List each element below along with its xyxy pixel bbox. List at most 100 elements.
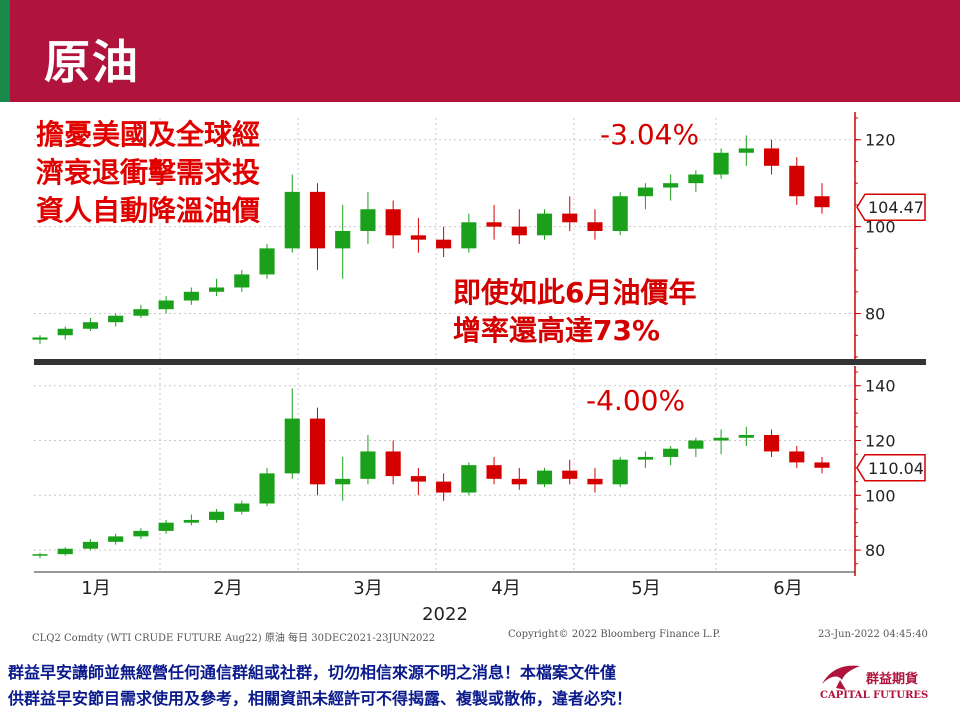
logo-name-en: CAPITAL FUTURES — [820, 690, 929, 701]
header-accent-stripe — [0, 0, 10, 102]
top-candle-body — [486, 222, 502, 227]
bottom-candle-body — [335, 478, 351, 485]
bottom-candle-body — [688, 440, 704, 449]
bottom-last-value-tag: 110.04 — [856, 454, 926, 482]
top-candle-body — [57, 328, 73, 336]
bottom-candle-body — [158, 522, 174, 531]
top-candle-body — [562, 213, 578, 223]
top-candle-body — [82, 322, 99, 329]
top-candle-body — [410, 235, 426, 240]
bottom-ytick-label: 140 — [865, 377, 896, 396]
x-tick-label: 1月 — [81, 578, 110, 599]
bottom-ytick-label: 120 — [865, 431, 896, 450]
top-candle-body — [688, 174, 704, 184]
top-candle-body — [814, 196, 830, 208]
bottom-candle-body — [486, 465, 502, 479]
bottom-candle-body — [536, 470, 553, 485]
annotation-left: 擔憂美國及全球經 濟衰退衝擊需求投 資人自動降溫油價 — [36, 116, 260, 230]
bottom-candle-body — [587, 478, 603, 485]
top-candle-body — [183, 291, 199, 301]
top-candle-body — [32, 337, 48, 340]
top-candle-body — [259, 248, 275, 275]
disclaimer-line2: 供群益早安節目需求使用及參考，相關資訊未經許可不得揭露、複製或散佈，違者必究！ — [8, 689, 633, 708]
axes-layer: 80 100 120 104.47 80 100 120 140 110.04 1月 2月 3月 4月 5… — [34, 112, 926, 625]
top-candle-body — [511, 226, 527, 236]
top-candle-body — [108, 315, 124, 323]
top-ytick-label: 80 — [865, 305, 885, 324]
top-candle-body — [738, 148, 754, 153]
bottom-candle-body — [133, 530, 149, 537]
x-tick-label: 3月 — [353, 578, 382, 599]
top-candle-body — [612, 196, 628, 231]
x-tick-label: 6月 — [773, 578, 802, 599]
annotation-bottom-change: -4.00% — [586, 384, 686, 417]
annotation-middle: 即使如此6月油價年 增率還高達73% — [453, 274, 696, 350]
top-candle-body — [637, 187, 653, 197]
bottom-candle-body — [183, 519, 199, 523]
disclaimer: 群益早安講師並無經營任何通信群組或社群，切勿相信來源不明之消息！本檔案文件僅 供… — [8, 660, 632, 712]
bottom-candle-body — [789, 451, 805, 463]
logo-name-cn: 群益期貨 — [866, 672, 919, 687]
header-bar: 原油 — [0, 0, 960, 102]
panel-separator — [34, 359, 926, 365]
footer-copyright: Copyright© 2022 Bloomberg Finance L.P. — [508, 629, 721, 640]
annotation-middle-line2: 增率還高達73% — [453, 314, 661, 347]
top-ytick-label: 100 — [865, 218, 896, 237]
page-title: 原油 — [44, 35, 140, 89]
footer-source: CLQ2 Comdty (WTI CRUDE FUTURE Aug22) 原油 … — [32, 633, 436, 644]
bottom-candle-body — [713, 437, 729, 441]
annotation-middle-line1: 即使如此6月油價年 — [453, 276, 697, 309]
bottom-candle-body — [57, 548, 73, 555]
bottom-ytick-label: 80 — [865, 541, 885, 560]
top-candle-body — [309, 191, 326, 249]
capital-futures-logo: 群益期貨 CAPITAL FUTURES — [818, 662, 958, 712]
bottom-candle-body — [82, 541, 99, 549]
bird-logo-icon — [822, 665, 860, 690]
disclaimer-line1: 群益早安講師並無經營任何通信群組或社群，切勿相信來源不明之消息！本檔案文件僅 — [8, 663, 617, 682]
bottom-candle-body — [259, 473, 275, 504]
top-ytick-label: 120 — [865, 131, 896, 150]
annotation-top-change: -3.04% — [600, 118, 700, 151]
bottom-candle-body — [309, 418, 326, 485]
top-chart-candles — [32, 135, 830, 344]
bottom-candle-body — [385, 451, 401, 477]
bottom-candle-body — [436, 481, 452, 493]
top-candle-body — [360, 209, 376, 231]
x-tick-label: 5月 — [631, 578, 660, 599]
top-candle-body — [789, 165, 805, 197]
bottom-candle-body — [410, 476, 426, 482]
top-candle-body — [209, 287, 225, 292]
bottom-candle-body — [511, 478, 527, 485]
top-candle-body — [158, 300, 174, 310]
top-last-value-tag: 104.47 — [856, 193, 926, 221]
top-candle-body — [436, 239, 452, 249]
top-candle-body — [335, 230, 351, 249]
bottom-candle-body — [234, 503, 250, 512]
annotation-left-line2: 濟衰退衝擊需求投 — [36, 156, 261, 189]
x-tick-label: 4月 — [491, 578, 520, 599]
top-candle-body — [385, 209, 401, 236]
bottom-candle-body — [284, 418, 300, 474]
top-candle-body — [133, 309, 149, 316]
annotation-left-line3: 資人自動降溫油價 — [36, 194, 261, 227]
top-candle-body — [234, 274, 250, 288]
top-candle-body — [587, 222, 603, 231]
bottom-chart-candles — [32, 388, 830, 559]
bottom-candle-body — [663, 448, 679, 457]
top-candle-body — [284, 191, 300, 249]
top-candle-body — [461, 222, 477, 249]
bottom-candle-body — [209, 511, 225, 520]
bottom-last-value-label: 110.04 — [868, 459, 924, 478]
top-candle-body — [663, 183, 679, 188]
bottom-candle-body — [562, 470, 578, 479]
chart-area: 80 100 120 104.47 80 100 120 140 110.04 1月 2月 3月 4月 5… — [32, 112, 926, 625]
top-candle-body — [763, 148, 780, 166]
bottom-candle-body — [763, 435, 780, 452]
bottom-candle-body — [637, 456, 653, 460]
top-last-value-label: 104.47 — [868, 198, 924, 217]
top-candle-body — [713, 152, 729, 175]
x-tick-label: 2月 — [213, 578, 242, 599]
bottom-candle-body — [32, 554, 48, 556]
bottom-ytick-label: 100 — [865, 486, 896, 505]
top-candle-body — [536, 213, 553, 236]
